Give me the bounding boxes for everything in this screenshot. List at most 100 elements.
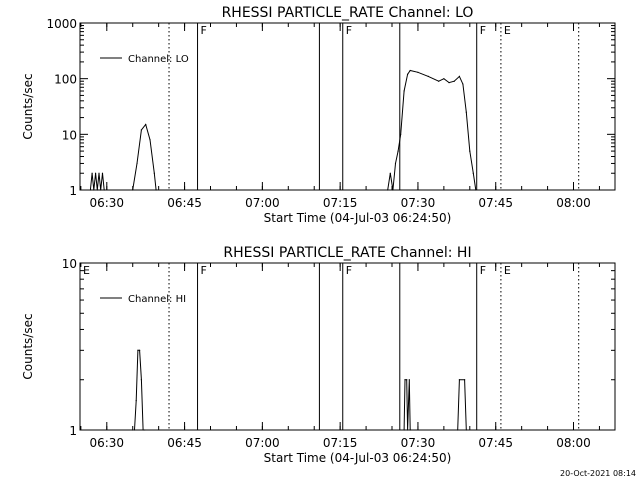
series-point bbox=[136, 162, 138, 165]
series-point bbox=[408, 379, 410, 381]
series-point bbox=[139, 349, 141, 351]
x-tick-label: 07:45 bbox=[478, 196, 513, 210]
series-point bbox=[135, 399, 137, 402]
y-tick-label: 1000 bbox=[46, 17, 77, 31]
series-point bbox=[144, 429, 146, 431]
series-point bbox=[394, 162, 397, 165]
event-label: E bbox=[83, 264, 90, 277]
event-label: F bbox=[201, 24, 207, 37]
series-point bbox=[140, 379, 142, 381]
timestamp-label: 20-Oct-2021 08:14 bbox=[560, 469, 636, 478]
series-point bbox=[448, 81, 450, 84]
x-tick-label: 08:00 bbox=[556, 436, 591, 450]
x-tick-label: 07:45 bbox=[478, 436, 513, 450]
series-point bbox=[392, 189, 394, 191]
x-tick-label: 06:30 bbox=[89, 436, 124, 450]
plot-frame bbox=[79, 22, 616, 191]
series-point bbox=[472, 172, 474, 174]
series-point bbox=[145, 123, 147, 126]
series-line bbox=[132, 349, 467, 431]
series-point bbox=[397, 150, 399, 152]
series-point bbox=[469, 150, 471, 152]
plot-frame bbox=[79, 262, 616, 431]
x-tick-label: 07:15 bbox=[323, 196, 358, 210]
x-tick-label: 06:45 bbox=[167, 196, 202, 210]
x-tick-label: 07:15 bbox=[323, 436, 358, 450]
series-point bbox=[91, 172, 93, 174]
series-point bbox=[98, 172, 100, 174]
series-line bbox=[89, 69, 477, 191]
series-point bbox=[443, 78, 445, 80]
x-tick-label: 06:30 bbox=[89, 196, 124, 210]
series-point bbox=[132, 189, 134, 191]
series-point bbox=[465, 429, 467, 431]
event-label: E bbox=[504, 24, 511, 37]
y-tick-label: 100 bbox=[54, 73, 77, 87]
x-tick-label: 08:00 bbox=[556, 196, 591, 210]
series-point bbox=[406, 429, 409, 431]
series-point bbox=[406, 379, 408, 381]
series-point bbox=[464, 379, 466, 381]
series-point bbox=[403, 90, 405, 92]
series-point bbox=[417, 71, 419, 73]
series-point bbox=[457, 429, 459, 431]
y-tick-label: 1 bbox=[69, 424, 77, 438]
y-tick-label: 10 bbox=[62, 128, 77, 142]
series-point bbox=[475, 189, 477, 191]
series-point bbox=[153, 172, 155, 174]
series-point bbox=[462, 83, 464, 85]
series-point bbox=[465, 111, 467, 113]
x-tick-label: 07:30 bbox=[401, 436, 436, 450]
y-axis-label: Counts/sec bbox=[21, 313, 35, 379]
series-point bbox=[94, 172, 97, 174]
series-point bbox=[142, 429, 144, 431]
series-point bbox=[406, 73, 409, 75]
lo-channel-panel: RHESSI PARTICLE_RATE Channel: LO 06:30 06:… bbox=[21, 5, 616, 225]
series-point bbox=[400, 133, 402, 135]
x-axis-label: Start Time (04-Jul-03 06:24:50) bbox=[264, 211, 452, 225]
chart-title: RHESSI PARTICLE_RATE Channel: LO bbox=[222, 5, 474, 21]
series-point bbox=[404, 379, 406, 381]
series-point bbox=[438, 80, 440, 82]
x-tick-label: 07:30 bbox=[401, 196, 436, 210]
series-point bbox=[133, 429, 136, 431]
series-point bbox=[409, 429, 411, 431]
series-point bbox=[453, 80, 455, 82]
chart-title: RHESSI PARTICLE_RATE Channel: HI bbox=[223, 245, 471, 261]
event-label: F bbox=[201, 264, 207, 277]
series-point bbox=[89, 189, 91, 191]
x-tick-label: 07:00 bbox=[245, 436, 280, 450]
series-point bbox=[149, 139, 151, 141]
series-point bbox=[137, 349, 139, 351]
series-point bbox=[140, 129, 142, 131]
event-label: E bbox=[504, 264, 511, 277]
series-point bbox=[389, 172, 391, 174]
legend-entry: Channel: HI bbox=[128, 294, 186, 305]
series-point bbox=[155, 189, 157, 191]
series-point bbox=[101, 172, 104, 174]
legend-entry: Channel: LO bbox=[128, 54, 189, 65]
series-point bbox=[387, 189, 389, 191]
event-label: F bbox=[480, 24, 486, 37]
series-point bbox=[409, 69, 411, 72]
series-point bbox=[93, 189, 95, 191]
series-point bbox=[103, 189, 105, 191]
x-axis-label: Start Time (04-Jul-03 06:24:50) bbox=[264, 451, 452, 465]
x-tick-label: 07:00 bbox=[245, 196, 280, 210]
y-tick-label: 1 bbox=[69, 184, 77, 198]
series-point bbox=[427, 75, 429, 77]
series-point bbox=[96, 189, 98, 191]
event-label: F bbox=[480, 264, 486, 277]
series-point bbox=[458, 379, 461, 381]
y-axis-label: Counts/sec bbox=[21, 73, 35, 139]
series-point bbox=[100, 189, 102, 191]
series-point bbox=[458, 75, 461, 77]
series-point bbox=[132, 429, 134, 431]
hi-channel-panel: RHESSI PARTICLE_RATE Channel: HI 06:30 06:… bbox=[21, 245, 616, 465]
event-label: F bbox=[346, 24, 352, 37]
x-tick-label: 06:45 bbox=[167, 436, 202, 450]
series-point bbox=[403, 429, 405, 431]
y-tick-label: 10 bbox=[62, 257, 77, 271]
event-label: F bbox=[346, 264, 352, 277]
